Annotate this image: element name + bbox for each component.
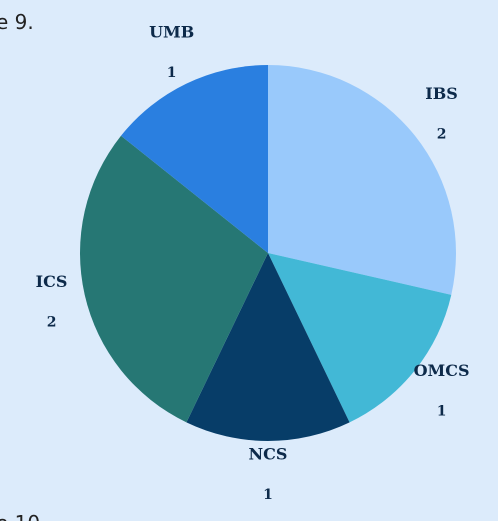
pie-slice [268,65,456,295]
slice-label: NCS [249,445,288,464]
slice-value: 2 [437,127,447,143]
page-text-fragment: e 9. [0,10,34,34]
page-text-fragment: e 10 [0,511,40,521]
slice-label: IBS [425,84,458,103]
slice-label: ICS [36,272,68,291]
pie-slice [268,253,452,423]
slice-label: UMB [149,22,194,41]
slice-value: 1 [263,487,273,503]
slice-value: 1 [437,403,447,419]
pie-slice [186,253,350,441]
pie-slice [121,65,268,253]
slice-label: OMCS [414,361,470,380]
pie-slice [79,135,268,423]
slice-value: 1 [167,65,177,81]
slice-value: 2 [47,314,57,330]
